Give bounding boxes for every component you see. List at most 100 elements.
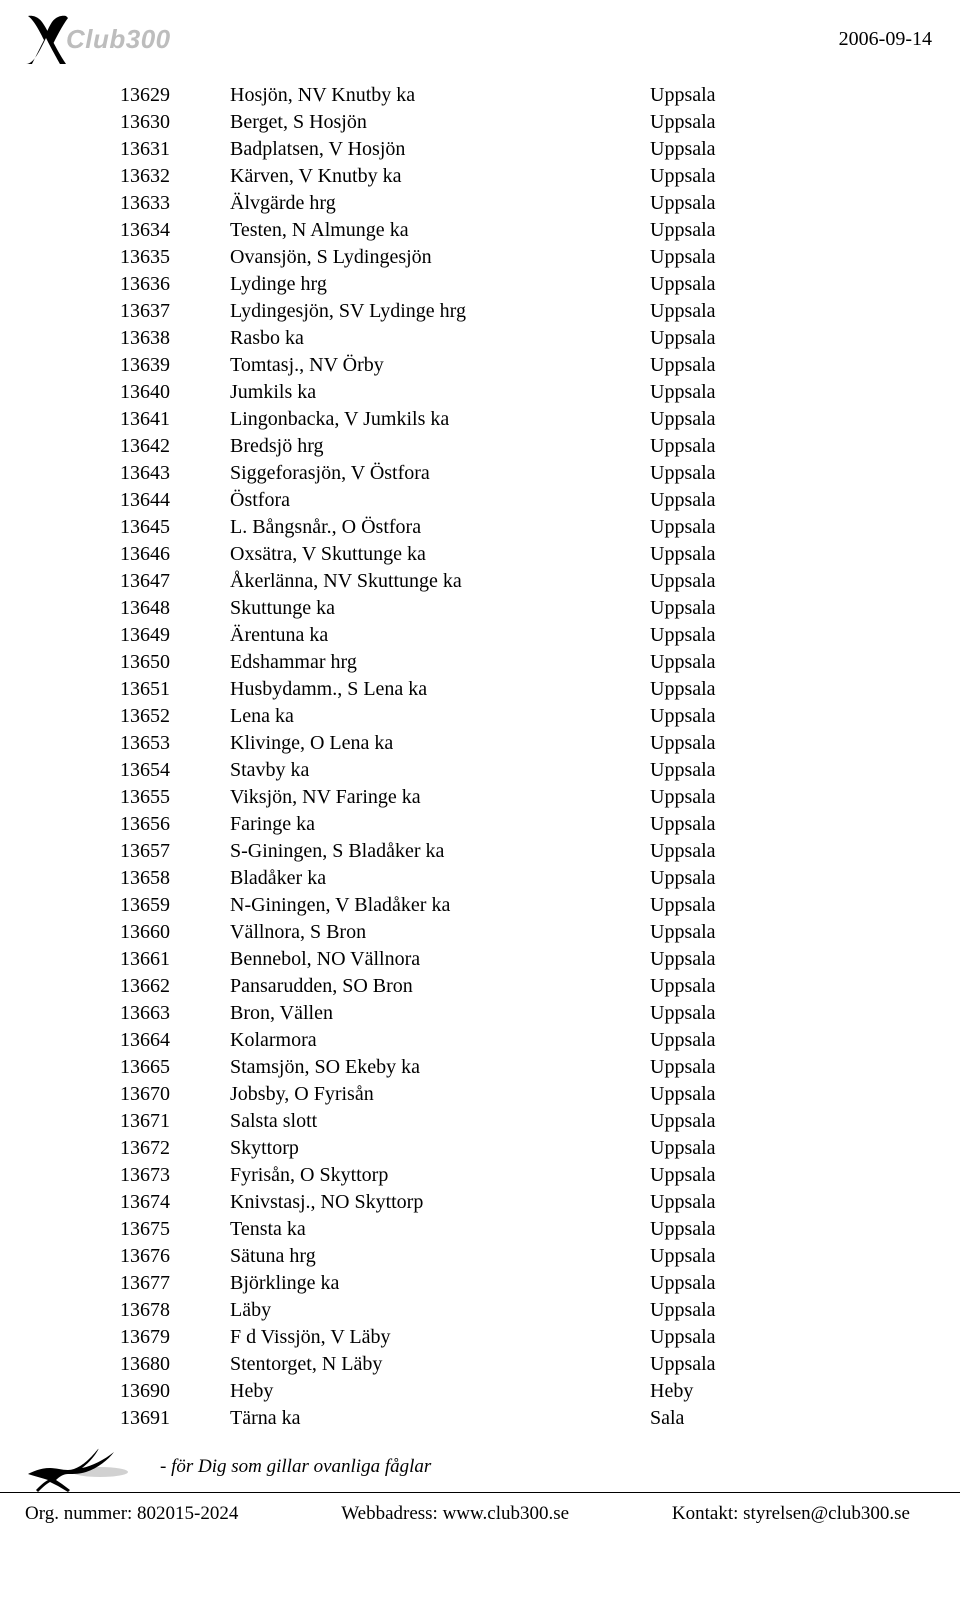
row-place: Uppsala	[650, 1162, 880, 1189]
row-place: Uppsala	[650, 109, 880, 136]
row-name: Läby	[230, 1297, 650, 1324]
table-row: 13642Bredsjö hrgUppsala	[120, 433, 880, 460]
row-id: 13657	[120, 838, 230, 865]
row-id: 13637	[120, 298, 230, 325]
table-row: 13645L. Bångsnår., O ÖstforaUppsala	[120, 514, 880, 541]
row-id: 13644	[120, 487, 230, 514]
table-row: 13673Fyrisån, O SkyttorpUppsala	[120, 1162, 880, 1189]
row-place: Uppsala	[650, 379, 880, 406]
row-place: Uppsala	[650, 1135, 880, 1162]
row-place: Uppsala	[650, 163, 880, 190]
table-row: 13650Edshammar hrgUppsala	[120, 649, 880, 676]
row-id: 13690	[120, 1378, 230, 1405]
row-id: 13640	[120, 379, 230, 406]
row-name: Husbydamm., S Lena ka	[230, 676, 650, 703]
row-id: 13679	[120, 1324, 230, 1351]
footer: - för Dig som gillar ovanliga fåglar Org…	[80, 1450, 880, 1525]
row-place: Uppsala	[650, 1324, 880, 1351]
table-body: 13629Hosjön, NV Knutby kaUppsala13630Ber…	[120, 82, 880, 1432]
row-name: Östfora	[230, 487, 650, 514]
row-place: Uppsala	[650, 352, 880, 379]
row-place: Uppsala	[650, 298, 880, 325]
row-id: 13658	[120, 865, 230, 892]
row-id: 13652	[120, 703, 230, 730]
row-name: Älvgärde hrg	[230, 190, 650, 217]
row-id: 13635	[120, 244, 230, 271]
row-name: Bron, Vällen	[230, 1000, 650, 1027]
row-place: Uppsala	[650, 946, 880, 973]
row-id: 13636	[120, 271, 230, 298]
row-id: 13656	[120, 811, 230, 838]
row-name: Faringe ka	[230, 811, 650, 838]
table-row: 13651Husbydamm., S Lena kaUppsala	[120, 676, 880, 703]
table-row: 13652Lena kaUppsala	[120, 703, 880, 730]
table-row: 13635Ovansjön, S LydingesjönUppsala	[120, 244, 880, 271]
table-row: 13690HebyHeby	[120, 1378, 880, 1405]
row-name: Ovansjön, S Lydingesjön	[230, 244, 650, 271]
logo-club: Club	[66, 24, 126, 54]
row-name: Oxsätra, V Skuttunge ka	[230, 541, 650, 568]
row-place: Uppsala	[650, 811, 880, 838]
row-name: Bennebol, NO Vällnora	[230, 946, 650, 973]
row-name: Tensta ka	[230, 1216, 650, 1243]
row-place: Uppsala	[650, 973, 880, 1000]
row-name: Fyrisån, O Skyttorp	[230, 1162, 650, 1189]
row-place: Uppsala	[650, 865, 880, 892]
row-name: Tomtasj., NV Örby	[230, 352, 650, 379]
row-place: Heby	[650, 1378, 880, 1405]
table-row: 13678LäbyUppsala	[120, 1297, 880, 1324]
row-name: Klivinge, O Lena ka	[230, 730, 650, 757]
table-row: 13631Badplatsen, V HosjönUppsala	[120, 136, 880, 163]
row-name: F d Vissjön, V Läby	[230, 1324, 650, 1351]
row-place: Uppsala	[650, 82, 880, 109]
row-name: Siggeforasjön, V Östfora	[230, 460, 650, 487]
table-row: 13657S-Giningen, S Bladåker kaUppsala	[120, 838, 880, 865]
row-place: Uppsala	[650, 649, 880, 676]
table-row: 13639Tomtasj., NV ÖrbyUppsala	[120, 352, 880, 379]
row-id: 13691	[120, 1405, 230, 1432]
row-name: Sätuna hrg	[230, 1243, 650, 1270]
row-place: Uppsala	[650, 703, 880, 730]
table-row: 13643Siggeforasjön, V ÖstforaUppsala	[120, 460, 880, 487]
table-row: 13654Stavby kaUppsala	[120, 757, 880, 784]
row-name: Stamsjön, SO Ekeby ka	[230, 1054, 650, 1081]
row-name: Viksjön, NV Faringe ka	[230, 784, 650, 811]
table-row: 13632Kärven, V Knutby kaUppsala	[120, 163, 880, 190]
table-row: 13674Knivstasj., NO SkyttorpUppsala	[120, 1189, 880, 1216]
row-place: Uppsala	[650, 892, 880, 919]
row-id: 13665	[120, 1054, 230, 1081]
row-place: Uppsala	[650, 325, 880, 352]
table-row: 13629Hosjön, NV Knutby kaUppsala	[120, 82, 880, 109]
table-row: 13659N-Giningen, V Bladåker kaUppsala	[120, 892, 880, 919]
row-id: 13655	[120, 784, 230, 811]
table-row: 13633Älvgärde hrgUppsala	[120, 190, 880, 217]
table-row: 13677Björklinge kaUppsala	[120, 1270, 880, 1297]
footer-contact: Kontakt: styrelsen@club300.se	[672, 1503, 910, 1525]
row-name: Stentorget, N Läby	[230, 1351, 650, 1378]
row-id: 13675	[120, 1216, 230, 1243]
row-id: 13646	[120, 541, 230, 568]
row-id: 13678	[120, 1297, 230, 1324]
row-id: 13663	[120, 1000, 230, 1027]
row-place: Uppsala	[650, 1054, 880, 1081]
logo-300: 300	[126, 24, 171, 54]
row-id: 13661	[120, 946, 230, 973]
table-row: 13664KolarmoraUppsala	[120, 1027, 880, 1054]
row-name: Björklinge ka	[230, 1270, 650, 1297]
row-place: Uppsala	[650, 1351, 880, 1378]
row-name: Jumkils ka	[230, 379, 650, 406]
row-place: Uppsala	[650, 622, 880, 649]
row-id: 13642	[120, 433, 230, 460]
row-id: 13660	[120, 919, 230, 946]
row-place: Uppsala	[650, 1297, 880, 1324]
row-id: 13659	[120, 892, 230, 919]
row-id: 13651	[120, 676, 230, 703]
table-row: 13676Sätuna hrgUppsala	[120, 1243, 880, 1270]
document-date: 2006-09-14	[839, 28, 932, 51]
row-name: Lydingesjön, SV Lydinge hrg	[230, 298, 650, 325]
row-name: L. Bångsnår., O Östfora	[230, 514, 650, 541]
row-id: 13650	[120, 649, 230, 676]
row-id: 13631	[120, 136, 230, 163]
row-name: N-Giningen, V Bladåker ka	[230, 892, 650, 919]
row-name: Tärna ka	[230, 1405, 650, 1432]
